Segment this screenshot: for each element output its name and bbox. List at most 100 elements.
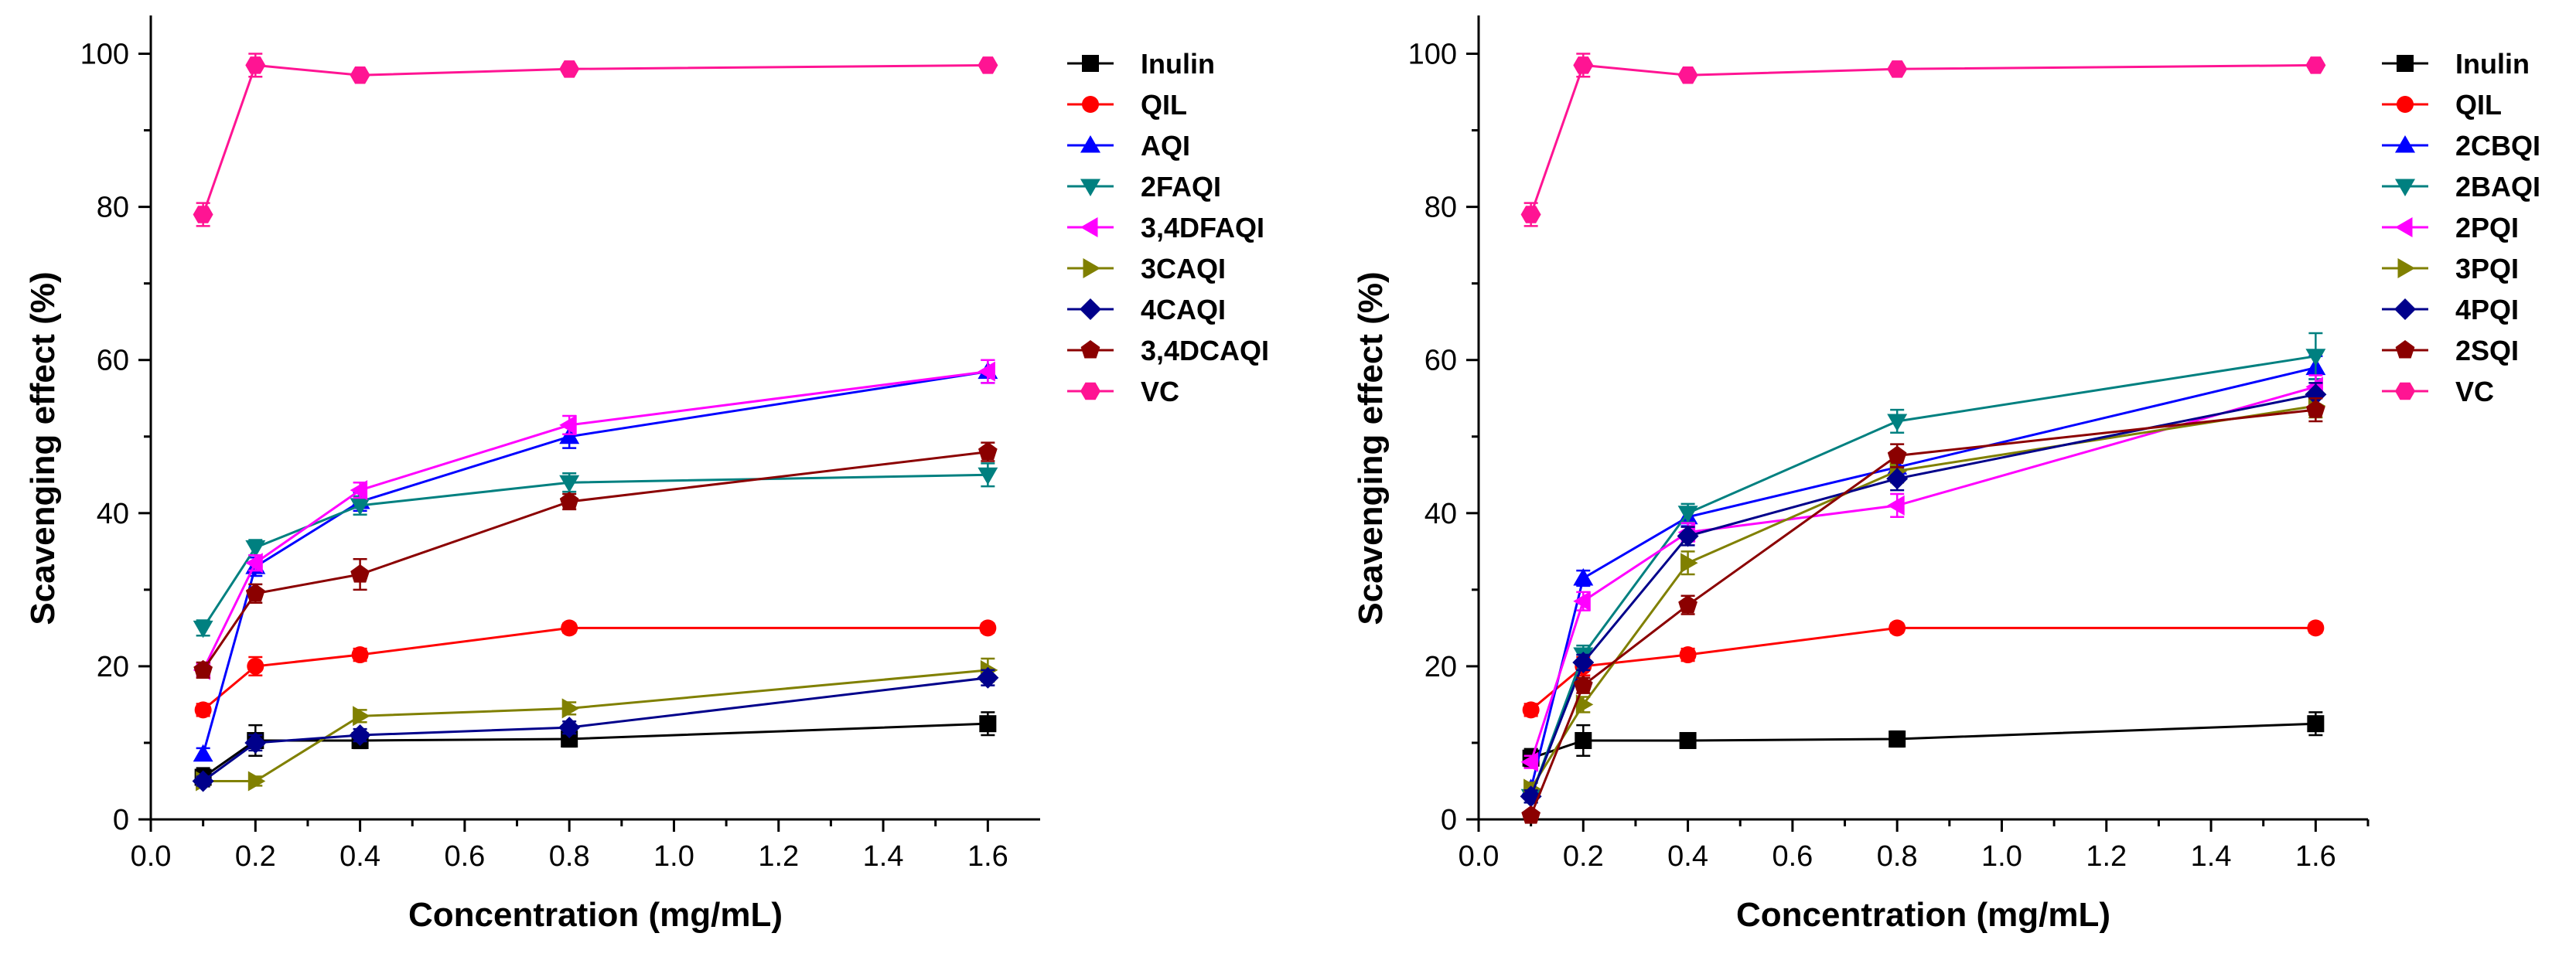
series-line [1530, 408, 2316, 816]
data-point [1573, 568, 1594, 586]
data-point [1679, 646, 1697, 664]
series-line [1530, 385, 2316, 763]
legend-marker [1080, 179, 1100, 196]
legend-item: VC [2382, 376, 2494, 407]
series-2PQI [1520, 374, 2323, 772]
legend-item: 2CBQI [2382, 130, 2540, 162]
legend-marker [1080, 340, 1100, 359]
data-point [1520, 206, 1541, 223]
y-tick-label: 20 [97, 651, 129, 683]
x-axis-title: Concentration (mg/mL) [408, 896, 783, 934]
x-tick-label: 0.0 [1459, 840, 1500, 873]
series-VC [193, 53, 998, 227]
series-line [202, 63, 988, 215]
data-point [247, 771, 266, 792]
legend-item: QIL [1067, 89, 1187, 121]
legend-marker [2397, 258, 2415, 278]
data-point [1888, 731, 1906, 748]
series-2SQI [1521, 397, 2325, 824]
series-Inulin [1522, 711, 2325, 768]
data-point [350, 480, 368, 501]
series-4PQI [1520, 382, 2327, 808]
data-point [247, 657, 264, 675]
legend-item: 4PQI [2382, 294, 2519, 325]
data-point [2307, 715, 2325, 733]
legend-label: 3PQI [2455, 253, 2519, 284]
data-point [1573, 56, 1594, 74]
legend-label: Inulin [2455, 48, 2530, 80]
data-point [979, 715, 997, 733]
legend-item: 3PQI [2382, 253, 2519, 284]
legend-label: 2FAQI [1141, 171, 1221, 203]
legend-item: 3,4DCAQI [1067, 335, 1269, 366]
data-point [350, 66, 370, 84]
legend-marker [2394, 298, 2416, 320]
series-line [1530, 404, 2316, 790]
legend-item: 2SQI [2382, 335, 2519, 366]
y-tick-label: 100 [1408, 39, 1457, 71]
x-tick-label: 0.2 [1563, 840, 1604, 873]
x-tick-label: 1.0 [1981, 840, 2022, 873]
data-point [193, 744, 213, 762]
legend-marker [1082, 55, 1099, 72]
chart-left: 0.0 0.2 0.4 0.6 0.8 1.0 1.2 1.4 1.6 0 20 40 60 80 100 C… [24, 15, 1269, 934]
data-point [1575, 731, 1592, 749]
legend-item: AQI [1067, 130, 1190, 162]
series-line [1530, 722, 2316, 760]
series-line [1530, 393, 2316, 797]
data-point [350, 564, 370, 583]
legend: Inulin QIL 2CBQI 2BAQI 2PQI 3PQI 4PQI 2SQI VC [2382, 48, 2540, 407]
legend-item: Inulin [1067, 48, 1215, 80]
data-point [1520, 751, 1539, 772]
y-tick-label: 80 [1424, 192, 1457, 224]
data-point [561, 619, 578, 637]
data-point [978, 441, 998, 461]
series-2BAQI [1520, 332, 2326, 807]
data-point [194, 701, 212, 719]
legend-marker [1080, 382, 1100, 400]
legend-item: 3,4DFAQI [1067, 212, 1264, 244]
data-point [245, 56, 266, 74]
y-tick-label: 60 [97, 345, 129, 377]
series-VC [1520, 53, 2326, 227]
data-point [2305, 383, 2327, 406]
legend-label: QIL [1141, 89, 1187, 121]
legend-label: 2SQI [2455, 335, 2519, 366]
legend-marker [2395, 382, 2415, 400]
data-point [1677, 506, 1698, 523]
series-line [203, 669, 988, 782]
data-point [349, 724, 371, 746]
data-point [1679, 731, 1697, 749]
x-tick-label: 0.6 [1772, 840, 1813, 873]
data-point [978, 361, 995, 382]
y-tick-label: 60 [1424, 345, 1457, 377]
data-point [193, 620, 213, 639]
y-tick-label: 100 [80, 39, 129, 71]
legend-marker [1080, 298, 1101, 320]
legend-label: 4PQI [2455, 294, 2519, 325]
series-3,4DFAQI [193, 359, 995, 680]
y-tick-label: 0 [1441, 804, 1457, 836]
series-4CAQI [192, 666, 999, 792]
legend-marker [1083, 258, 1100, 278]
series-line [202, 451, 988, 671]
data-point [558, 717, 581, 739]
data-point [559, 492, 579, 510]
legend-item: 2PQI [2382, 212, 2519, 244]
legend-marker [2395, 135, 2415, 153]
legend-label: Inulin [1141, 48, 1215, 80]
legend-item: 2BAQI [2382, 171, 2540, 203]
series-2FAQI [193, 462, 998, 639]
series-line [1530, 63, 2316, 215]
data-point [559, 60, 580, 78]
series-3,4DCAQI [193, 441, 998, 679]
y-tick-label: 20 [1424, 651, 1457, 683]
data-point [1677, 66, 1698, 84]
series-line [1530, 626, 2316, 711]
x-tick-label: 0.4 [1667, 840, 1708, 873]
data-point [1573, 675, 1593, 694]
data-point [559, 414, 577, 435]
series-QIL [1522, 619, 2325, 719]
series-line [202, 626, 988, 711]
data-point [244, 732, 267, 754]
